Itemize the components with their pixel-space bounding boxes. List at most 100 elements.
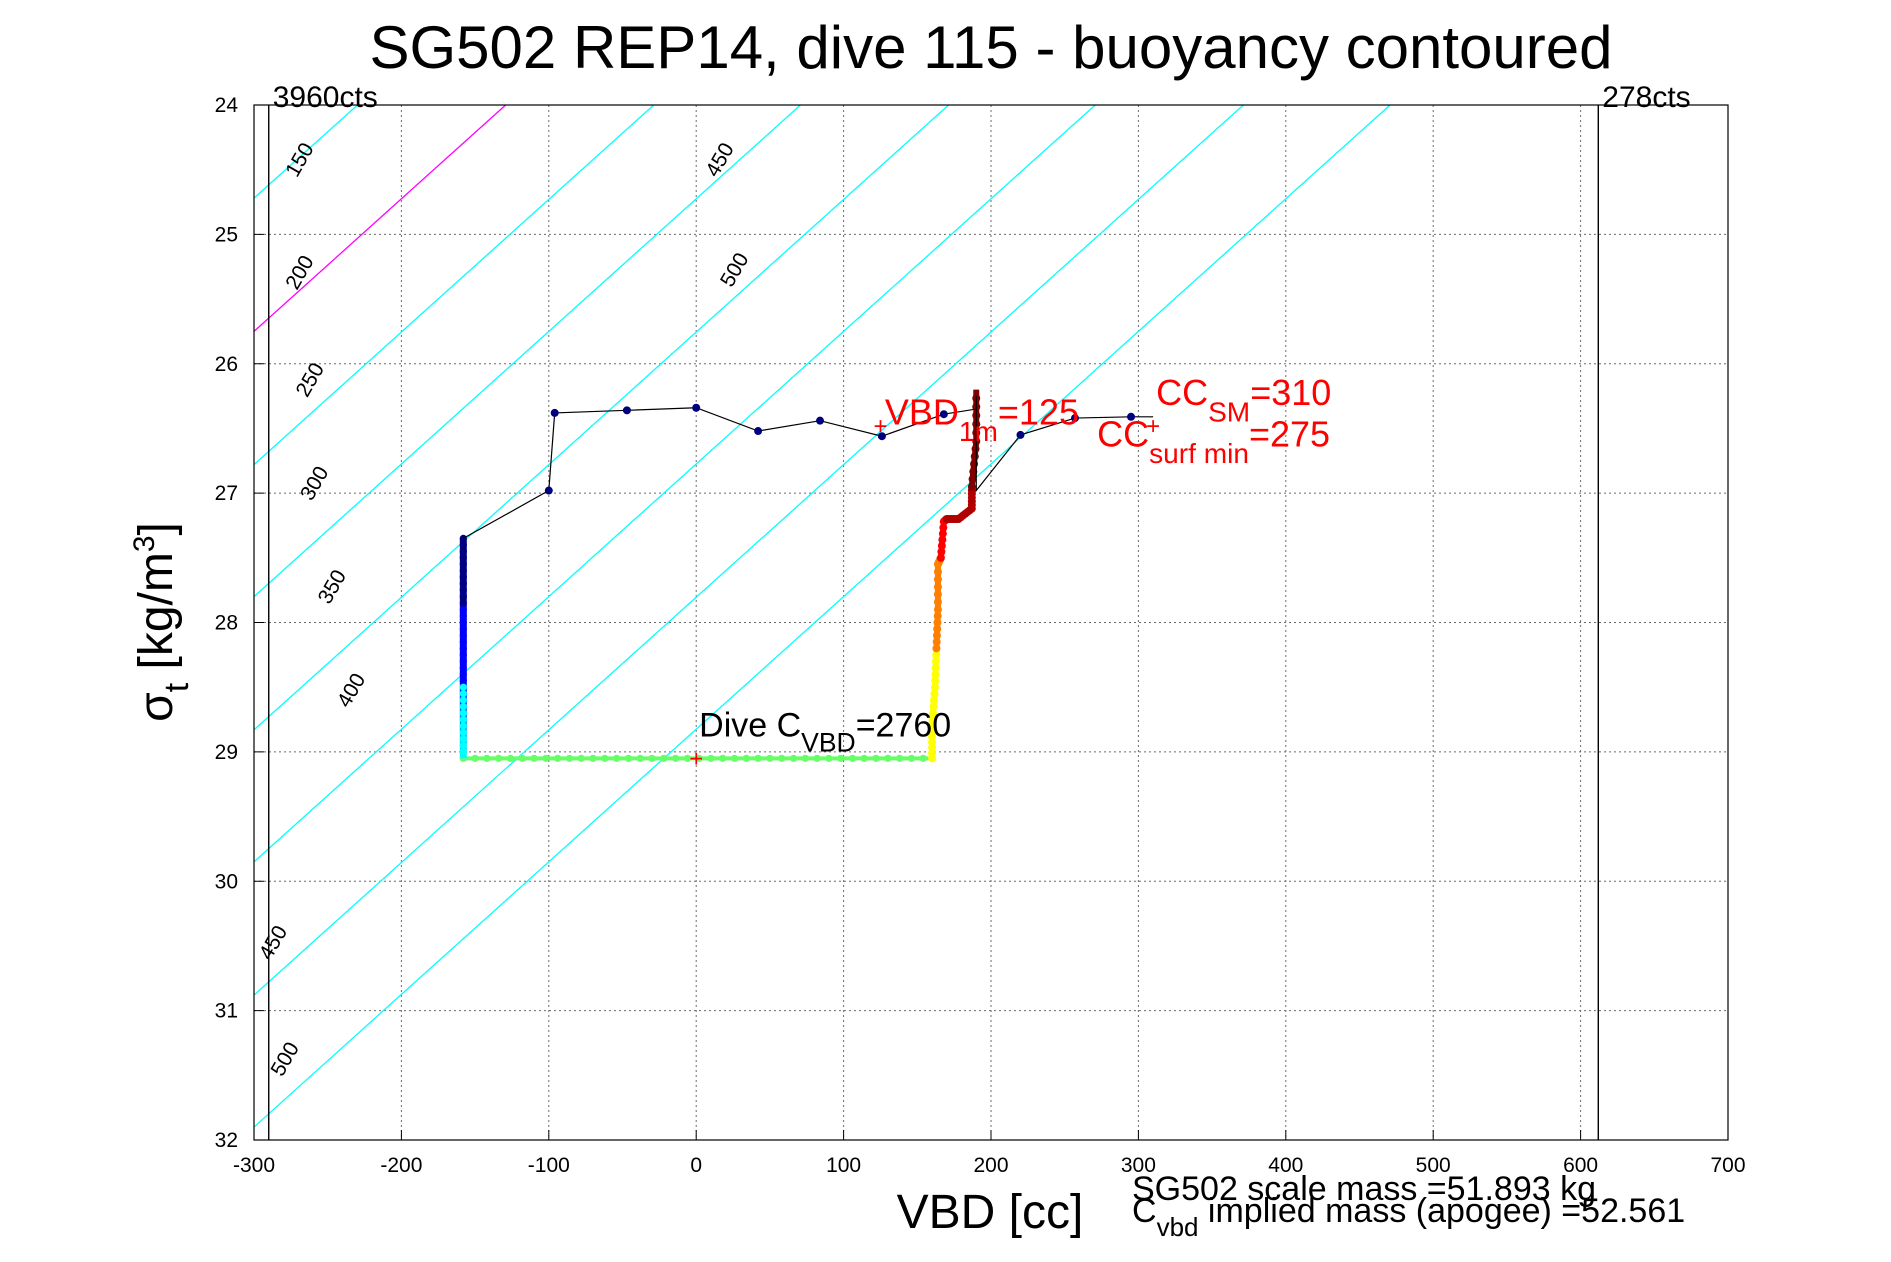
dive-point bbox=[459, 664, 467, 672]
surface-trace-line bbox=[463, 396, 1154, 539]
climb-point bbox=[933, 624, 942, 633]
climb-point bbox=[933, 575, 942, 584]
y-tick-label: 32 bbox=[215, 1129, 238, 1152]
climb-point bbox=[933, 598, 942, 607]
bottom-point bbox=[483, 754, 491, 762]
climb-point bbox=[933, 567, 942, 576]
bottom-point bbox=[554, 754, 562, 762]
scale-mass-note: SG502 scale mass =51.893 kg bbox=[1132, 1170, 1596, 1208]
surface-point bbox=[1016, 430, 1025, 439]
dive-point bbox=[459, 644, 467, 652]
y-tick-label: 31 bbox=[215, 1000, 238, 1023]
bottom-point bbox=[624, 754, 632, 762]
reference-markers: + + + bbox=[689, 413, 1160, 772]
bottom-point bbox=[719, 754, 727, 762]
climb-point bbox=[930, 689, 939, 698]
dive-point bbox=[459, 554, 467, 562]
climb-point bbox=[928, 715, 937, 724]
x-tick-label: 100 bbox=[826, 1154, 861, 1177]
surface-point bbox=[877, 432, 886, 441]
bottom-point bbox=[542, 754, 550, 762]
surface-point bbox=[754, 427, 763, 436]
climb-point bbox=[929, 702, 938, 711]
contour-line bbox=[254, 105, 1392, 1128]
cc-sm-annotation: CCSM=310 bbox=[1156, 372, 1331, 427]
surface-point bbox=[692, 403, 701, 412]
dive-point bbox=[459, 547, 467, 555]
climb-point bbox=[933, 618, 942, 627]
y-axis-label: σt [kg/m3] bbox=[128, 522, 196, 722]
climb-point bbox=[932, 631, 941, 640]
climb-point bbox=[938, 529, 947, 538]
climb-point bbox=[930, 683, 939, 692]
dive-point bbox=[459, 567, 467, 575]
vbd-count-limits: 3960cts 278cts bbox=[268, 81, 1691, 1140]
bottom-point bbox=[778, 754, 786, 762]
bottom-point bbox=[848, 754, 857, 762]
dive-point bbox=[459, 696, 467, 704]
surface-point bbox=[1127, 412, 1136, 421]
x-tick-labels: -300 -200 -100 0 100 200 300 400 500 600 700 bbox=[233, 1154, 1746, 1177]
dive-point bbox=[459, 560, 467, 568]
bottom-point bbox=[742, 754, 750, 762]
bottom-point bbox=[589, 754, 597, 762]
axes-box bbox=[253, 104, 1729, 1141]
contour-line bbox=[254, 105, 655, 466]
bottom-point bbox=[577, 754, 585, 762]
bottom-point bbox=[872, 754, 880, 762]
dive-point bbox=[459, 612, 467, 620]
dive-point bbox=[459, 657, 467, 665]
dive-c-vbd-annotation: Dive CVBD=2760 bbox=[699, 706, 951, 757]
bottom-point bbox=[648, 754, 656, 762]
surface-point bbox=[816, 416, 825, 425]
dive-point bbox=[459, 735, 467, 743]
surface-point bbox=[1071, 414, 1080, 423]
surface-point bbox=[939, 410, 948, 419]
climb-point bbox=[933, 612, 942, 621]
implied-mass-note: Cvbd implied mass (apogee) =52.561 bbox=[1132, 1192, 1685, 1242]
dive-point bbox=[459, 709, 467, 717]
bottom-point bbox=[601, 754, 609, 762]
dive-traces bbox=[459, 389, 1154, 763]
dive-point bbox=[459, 670, 467, 678]
vbd-1m-annotation: VBD1m=125 bbox=[885, 392, 1079, 447]
climb-point bbox=[968, 475, 977, 484]
climb-point bbox=[931, 676, 940, 685]
dive-point bbox=[459, 702, 467, 711]
climb-point bbox=[970, 452, 979, 461]
grid-lines bbox=[253, 104, 1729, 1141]
climb-point bbox=[938, 535, 947, 544]
dive-point bbox=[459, 573, 467, 581]
climb-point bbox=[936, 553, 945, 562]
x-tick-label: 0 bbox=[690, 1154, 702, 1177]
bottom-point bbox=[707, 754, 715, 762]
dive-point bbox=[459, 625, 467, 633]
bottom-point bbox=[730, 754, 739, 762]
climb-point bbox=[967, 482, 976, 491]
bottom-point bbox=[506, 754, 515, 762]
climb-point bbox=[933, 590, 942, 599]
dive-point bbox=[459, 541, 467, 549]
chart-title: SG502 REP14, dive 115 - buoyancy contour… bbox=[369, 14, 1612, 81]
climb-point bbox=[930, 696, 939, 705]
dive-point bbox=[459, 599, 467, 607]
surface-point bbox=[550, 408, 559, 417]
bottom-point bbox=[789, 754, 798, 762]
dive-point bbox=[459, 722, 467, 730]
bottom-point bbox=[565, 754, 574, 762]
y-tick-labels: 24 25 26 27 28 29 30 31 32 bbox=[215, 94, 239, 1152]
bottom-point bbox=[766, 754, 774, 762]
dive-point bbox=[459, 580, 467, 588]
dive-point bbox=[459, 631, 467, 640]
dive-point bbox=[459, 728, 467, 737]
x-axis-label: VBD [cc] bbox=[897, 1186, 1084, 1239]
dive-point bbox=[459, 748, 467, 756]
x-tick-label: 700 bbox=[1710, 1154, 1745, 1177]
climb-point bbox=[931, 663, 940, 672]
dive-point bbox=[459, 683, 467, 691]
bottom-point bbox=[919, 754, 927, 762]
x-tick-label: -300 bbox=[233, 1154, 275, 1177]
